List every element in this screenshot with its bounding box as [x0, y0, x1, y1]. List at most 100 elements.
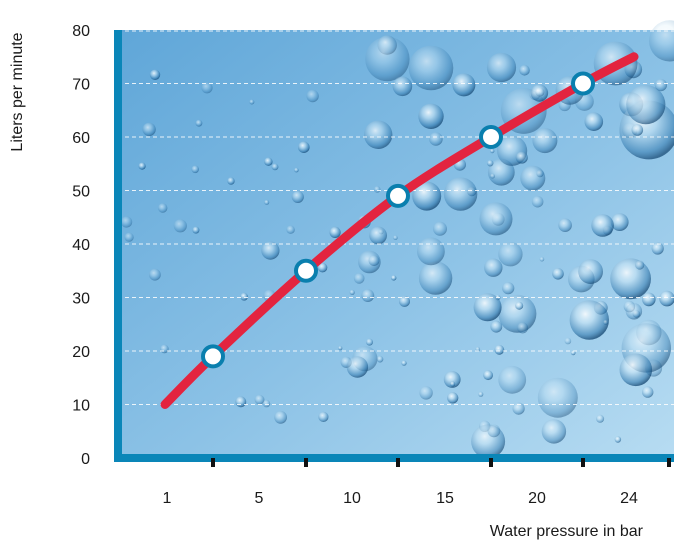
bubble — [490, 148, 495, 154]
bubble — [429, 132, 443, 146]
y-tick-label: 50 — [72, 184, 90, 201]
bubble — [530, 84, 549, 102]
bubble — [124, 232, 134, 242]
bubble — [376, 355, 384, 363]
bubble — [494, 344, 505, 355]
bubble — [201, 82, 213, 94]
y-axis-label: Liters per minute — [9, 32, 26, 151]
bubble — [274, 410, 287, 424]
bubble — [515, 151, 528, 164]
bubble — [149, 268, 161, 281]
bubble — [418, 261, 453, 295]
bubble — [578, 259, 603, 284]
bubble — [419, 386, 433, 400]
bubble — [452, 73, 476, 97]
bubble — [552, 268, 564, 280]
bubble — [433, 221, 447, 236]
bubble — [654, 79, 668, 92]
bubble — [532, 128, 558, 154]
bubble — [490, 173, 495, 179]
bubble — [490, 320, 503, 333]
bubble — [318, 411, 329, 422]
x-tick-label: 20 — [528, 490, 546, 507]
x-axis-ticks — [211, 458, 671, 467]
bubble — [642, 386, 654, 398]
x-tick-label: 1 — [163, 490, 172, 507]
bubble — [569, 300, 609, 340]
bubble — [651, 242, 664, 255]
bubble — [619, 353, 653, 387]
bubble — [484, 258, 503, 277]
y-tick-label: 60 — [72, 130, 90, 147]
bubble — [539, 256, 545, 262]
bubble — [373, 186, 381, 193]
bubble — [365, 36, 410, 82]
bubble — [346, 356, 369, 378]
bubble — [443, 177, 478, 211]
bubble — [475, 346, 481, 352]
bubble — [364, 120, 393, 149]
bubble — [368, 255, 380, 266]
y-tick-label: 40 — [72, 237, 90, 254]
bubble — [191, 165, 199, 174]
bubble — [625, 303, 643, 320]
bubble — [487, 160, 494, 167]
bubble — [635, 260, 645, 270]
bubble — [349, 289, 355, 295]
bubble — [603, 319, 609, 325]
bubble — [192, 226, 200, 234]
bubble — [541, 419, 567, 444]
data-point — [386, 183, 410, 208]
bubble — [195, 119, 203, 127]
x-axis-label: Water pressure in bar — [490, 523, 644, 540]
y-tick-label: 0 — [81, 451, 90, 468]
bubble — [570, 350, 576, 356]
bubble — [591, 214, 614, 237]
bubble — [361, 289, 375, 302]
bubble — [240, 292, 249, 301]
y-tick-label: 30 — [72, 291, 90, 308]
bubble — [417, 237, 445, 266]
bubble — [614, 436, 622, 443]
bubble — [401, 360, 407, 366]
bubble — [610, 258, 651, 300]
bubble — [254, 394, 265, 405]
bubble — [261, 241, 280, 260]
y-tick-label: 20 — [72, 344, 90, 361]
bubble — [443, 371, 461, 388]
bubble — [483, 370, 493, 381]
bubble — [642, 292, 656, 307]
bubble — [498, 365, 527, 394]
bubble — [306, 89, 319, 103]
data-point — [201, 344, 225, 369]
bubble — [294, 167, 299, 173]
bubble — [447, 392, 459, 404]
bubble — [329, 226, 341, 238]
bubble — [487, 158, 515, 186]
bubble — [478, 391, 484, 397]
bubble — [149, 69, 161, 81]
y-tick-label: 70 — [72, 77, 90, 94]
x-tick-label: 10 — [343, 490, 361, 507]
bubble — [393, 235, 398, 240]
bubble — [412, 181, 442, 211]
bubble — [517, 322, 529, 334]
bubble — [399, 295, 410, 307]
bubble — [173, 219, 187, 233]
bubble — [160, 344, 169, 354]
x-tick-label: 24 — [620, 490, 638, 507]
data-point — [479, 125, 503, 149]
bubble — [158, 203, 168, 213]
bubble — [659, 290, 674, 307]
x-axis-tick-labels: 1 5 10 15 20 24 — [163, 490, 638, 507]
bubble — [392, 76, 413, 97]
bubble — [512, 402, 525, 415]
bubble — [558, 218, 572, 232]
bubble — [353, 273, 365, 284]
bubble — [286, 225, 295, 234]
bubble — [264, 199, 270, 205]
bubble — [520, 165, 546, 191]
bubble — [369, 226, 387, 245]
bubble — [142, 122, 156, 137]
